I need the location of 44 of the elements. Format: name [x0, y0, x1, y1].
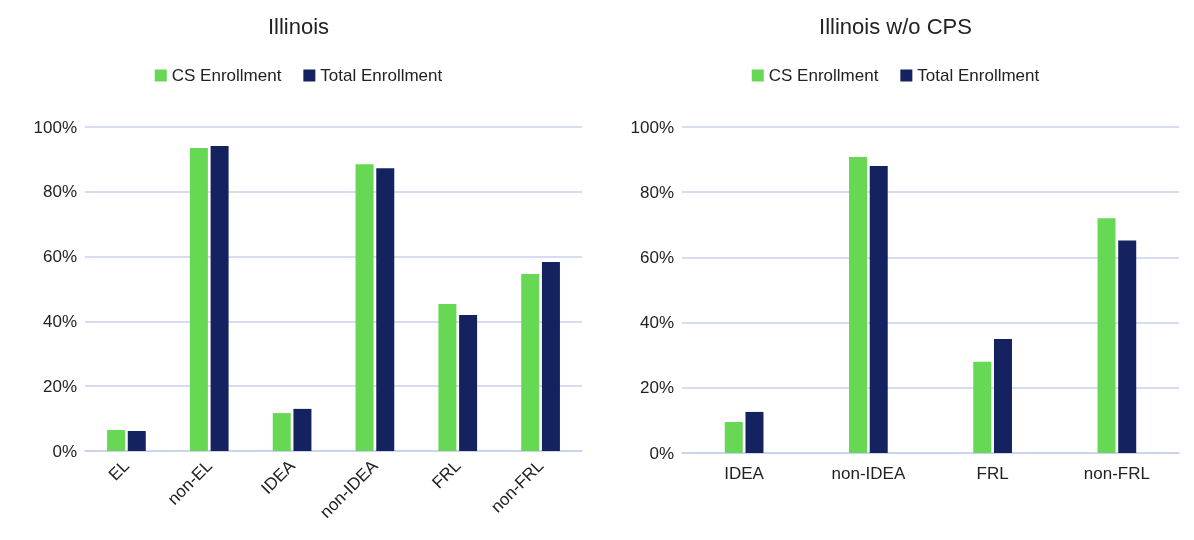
bar — [541, 262, 560, 451]
bar — [521, 274, 540, 451]
x-tick-label: FRL — [976, 464, 1009, 483]
legend-label: Total Enrollment — [917, 66, 1040, 85]
bar — [869, 166, 888, 453]
y-tick-label: 40% — [42, 311, 77, 331]
bar — [993, 338, 1012, 453]
y-tick-label: 60% — [42, 247, 77, 267]
y-tick-label: 20% — [639, 378, 674, 398]
legend-label: Total Enrollment — [320, 66, 443, 85]
bar — [745, 411, 764, 453]
y-tick-label: 80% — [42, 182, 77, 202]
legend-label: CS Enrollment — [171, 66, 282, 85]
y-tick-label: 20% — [42, 376, 77, 396]
bar — [376, 168, 395, 451]
chart-title: Illinois — [267, 13, 330, 39]
bar — [107, 429, 126, 451]
chart-title: Illinois w/o CPS — [819, 13, 972, 39]
x-tick-label: FRL — [428, 456, 465, 493]
x-tick-label: IDEA — [724, 464, 765, 483]
x-tick-label: non-IDEA — [831, 464, 906, 483]
bar — [438, 303, 457, 451]
y-tick-label: 0% — [52, 441, 77, 461]
y-tick-label: 100% — [33, 117, 77, 137]
bar — [210, 146, 229, 451]
bar — [724, 422, 743, 453]
bar — [1097, 218, 1116, 453]
bar — [1118, 240, 1137, 453]
bar — [849, 156, 868, 453]
bar — [293, 408, 312, 451]
x-tick-label: EL — [105, 456, 134, 485]
bar — [127, 430, 146, 451]
y-tick-label: 100% — [630, 117, 674, 137]
x-tick-label: non-FRL — [1083, 464, 1150, 483]
y-tick-label: 60% — [639, 247, 674, 267]
y-tick-label: 0% — [649, 443, 674, 463]
bar — [189, 148, 208, 451]
bar — [355, 164, 374, 451]
y-tick-label: 40% — [639, 313, 674, 333]
bar — [272, 413, 291, 451]
bar — [459, 314, 478, 451]
bar — [973, 361, 992, 453]
legend-label: CS Enrollment — [768, 66, 879, 85]
y-tick-label: 80% — [639, 182, 674, 202]
